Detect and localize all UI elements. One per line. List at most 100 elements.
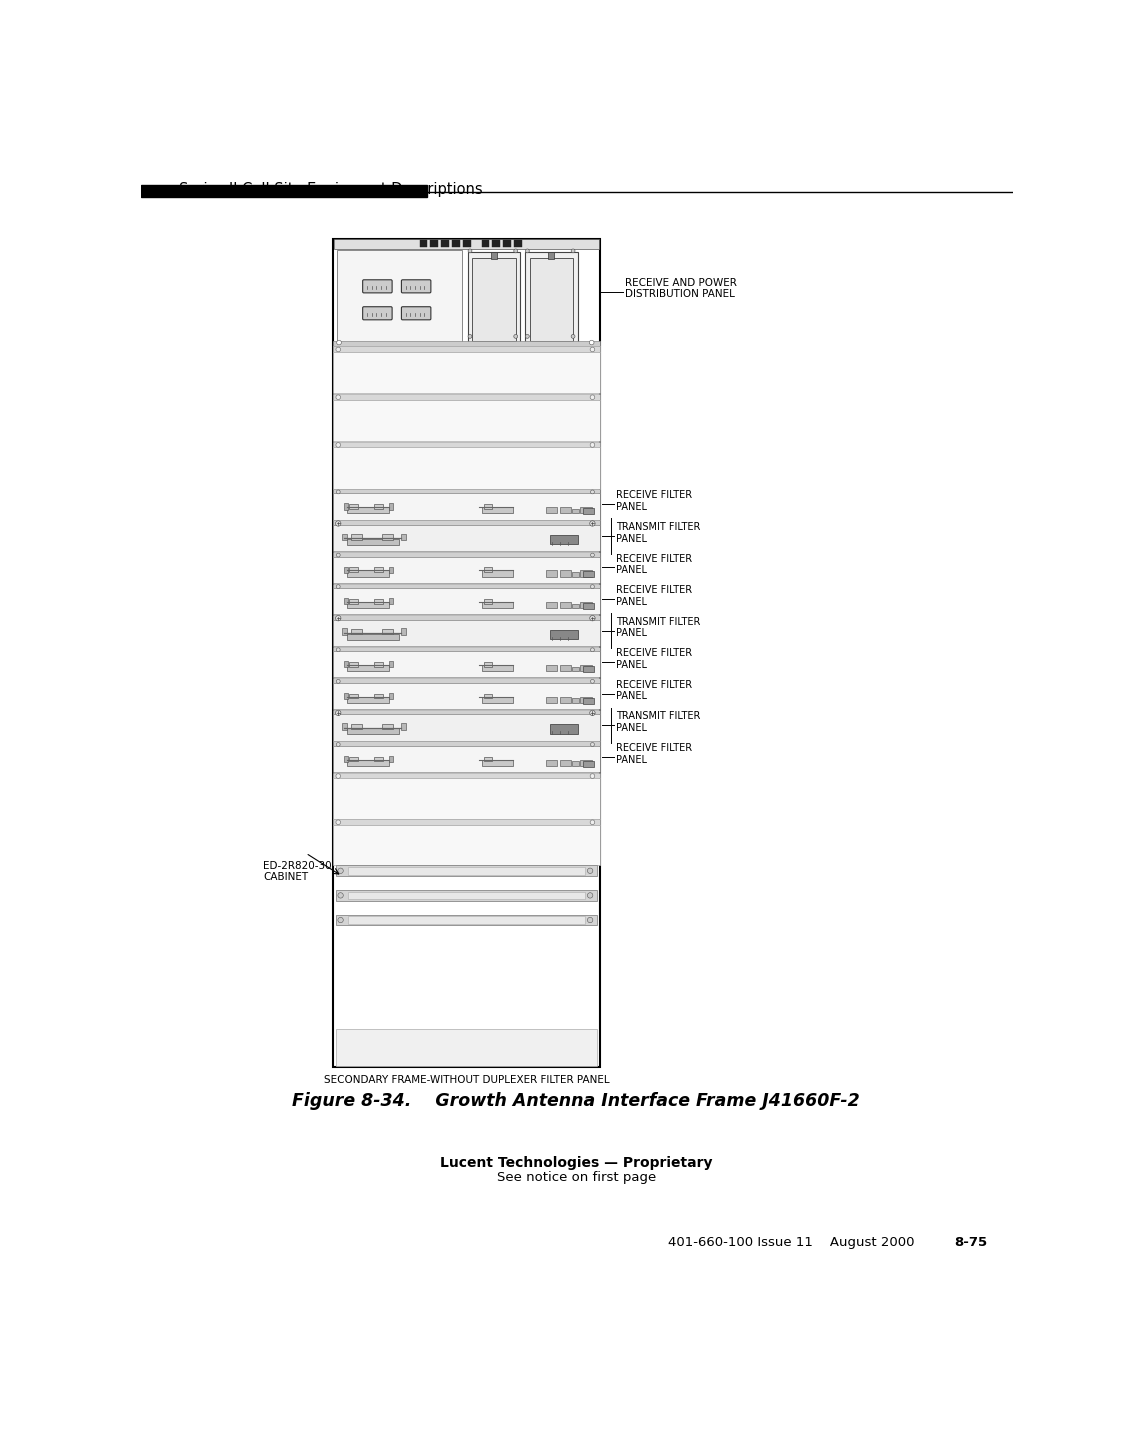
Bar bbox=[580, 759, 593, 766]
Bar bbox=[349, 891, 585, 899]
Bar bbox=[333, 741, 601, 746]
Bar bbox=[351, 629, 361, 635]
Bar bbox=[344, 598, 349, 605]
Circle shape bbox=[591, 443, 595, 448]
Circle shape bbox=[590, 340, 594, 345]
Bar bbox=[344, 694, 349, 699]
Circle shape bbox=[336, 585, 340, 589]
Circle shape bbox=[335, 711, 341, 715]
Circle shape bbox=[335, 615, 341, 621]
Bar bbox=[560, 665, 570, 671]
Bar bbox=[342, 533, 346, 541]
Bar bbox=[333, 615, 601, 619]
Text: SECONDARY FRAME-WITHOUT DUPLEXER FILTER PANEL: SECONDARY FRAME-WITHOUT DUPLEXER FILTER … bbox=[324, 1075, 610, 1085]
Bar bbox=[344, 661, 349, 668]
Bar bbox=[333, 746, 601, 772]
Bar bbox=[333, 399, 601, 440]
Circle shape bbox=[525, 335, 529, 339]
Text: RECEIVE AND POWER
DISTRIBUTION PANEL: RECEIVE AND POWER DISTRIBUTION PANEL bbox=[626, 277, 737, 299]
Circle shape bbox=[587, 918, 593, 922]
Circle shape bbox=[336, 774, 341, 778]
Bar bbox=[482, 508, 513, 513]
Bar bbox=[333, 525, 601, 551]
Circle shape bbox=[591, 490, 594, 493]
Circle shape bbox=[590, 615, 595, 621]
Bar bbox=[333, 651, 601, 678]
Bar bbox=[484, 694, 492, 698]
Bar bbox=[389, 661, 394, 668]
Bar bbox=[336, 889, 597, 901]
Bar bbox=[583, 761, 594, 766]
Text: TRANSMIT FILTER
PANEL: TRANSMIT FILTER PANEL bbox=[615, 522, 700, 543]
Bar bbox=[482, 240, 489, 247]
Circle shape bbox=[514, 249, 518, 253]
Circle shape bbox=[591, 395, 595, 399]
Bar bbox=[560, 508, 570, 513]
Bar bbox=[546, 759, 557, 766]
Bar bbox=[420, 240, 428, 247]
Bar bbox=[346, 633, 399, 639]
Bar bbox=[503, 240, 511, 247]
Bar bbox=[389, 503, 394, 509]
Bar bbox=[374, 505, 384, 509]
Bar bbox=[560, 696, 570, 704]
Bar bbox=[389, 598, 394, 605]
Bar bbox=[482, 602, 513, 608]
Text: Figure 8-34.    Growth Antenna Interface Frame J41660F-2: Figure 8-34. Growth Antenna Interface Fr… bbox=[292, 1091, 860, 1110]
Bar bbox=[333, 340, 601, 346]
Bar bbox=[349, 917, 585, 924]
Bar bbox=[336, 250, 462, 345]
Circle shape bbox=[591, 742, 594, 746]
Bar bbox=[484, 568, 492, 572]
Text: Lucent Technologies — Proprietary: Lucent Technologies — Proprietary bbox=[440, 1155, 712, 1170]
Bar bbox=[381, 535, 393, 539]
Circle shape bbox=[336, 553, 340, 556]
Bar bbox=[546, 696, 557, 704]
Bar bbox=[452, 240, 460, 247]
Circle shape bbox=[336, 347, 341, 352]
Bar bbox=[560, 602, 570, 608]
Text: TRANSMIT FILTER
PANEL: TRANSMIT FILTER PANEL bbox=[615, 616, 700, 638]
Bar bbox=[346, 696, 389, 704]
Bar bbox=[333, 588, 601, 615]
Bar bbox=[333, 352, 601, 393]
Text: RECEIVE FILTER
PANEL: RECEIVE FILTER PANEL bbox=[615, 553, 692, 575]
Bar bbox=[333, 819, 601, 825]
Circle shape bbox=[591, 553, 594, 556]
Bar bbox=[351, 535, 361, 539]
Bar bbox=[333, 493, 601, 519]
Bar bbox=[346, 508, 389, 513]
Bar bbox=[346, 665, 389, 671]
Bar bbox=[333, 684, 601, 709]
Bar bbox=[333, 715, 601, 741]
Bar bbox=[550, 629, 578, 639]
Bar bbox=[349, 505, 359, 509]
Bar bbox=[344, 756, 349, 762]
Bar bbox=[346, 602, 389, 608]
Bar bbox=[490, 253, 497, 259]
Circle shape bbox=[338, 868, 343, 874]
Bar bbox=[546, 602, 557, 608]
Bar bbox=[349, 867, 585, 875]
Bar bbox=[346, 728, 399, 735]
Bar bbox=[349, 756, 359, 761]
Bar bbox=[400, 628, 406, 635]
Bar bbox=[464, 240, 470, 247]
Bar bbox=[514, 240, 522, 247]
Text: TRANSMIT FILTER
PANEL: TRANSMIT FILTER PANEL bbox=[615, 711, 700, 734]
Text: RECEIVE FILTER
PANEL: RECEIVE FILTER PANEL bbox=[615, 585, 692, 606]
Circle shape bbox=[590, 521, 595, 526]
Bar bbox=[389, 566, 394, 573]
Bar bbox=[346, 571, 389, 576]
Bar bbox=[336, 865, 597, 877]
Circle shape bbox=[591, 347, 595, 352]
Circle shape bbox=[514, 335, 518, 339]
Bar bbox=[374, 599, 384, 603]
Bar bbox=[333, 489, 601, 493]
Bar bbox=[573, 572, 578, 576]
Bar bbox=[349, 662, 359, 666]
Bar bbox=[583, 508, 594, 515]
Bar bbox=[333, 556, 601, 583]
Circle shape bbox=[468, 249, 472, 253]
Bar bbox=[484, 599, 492, 603]
